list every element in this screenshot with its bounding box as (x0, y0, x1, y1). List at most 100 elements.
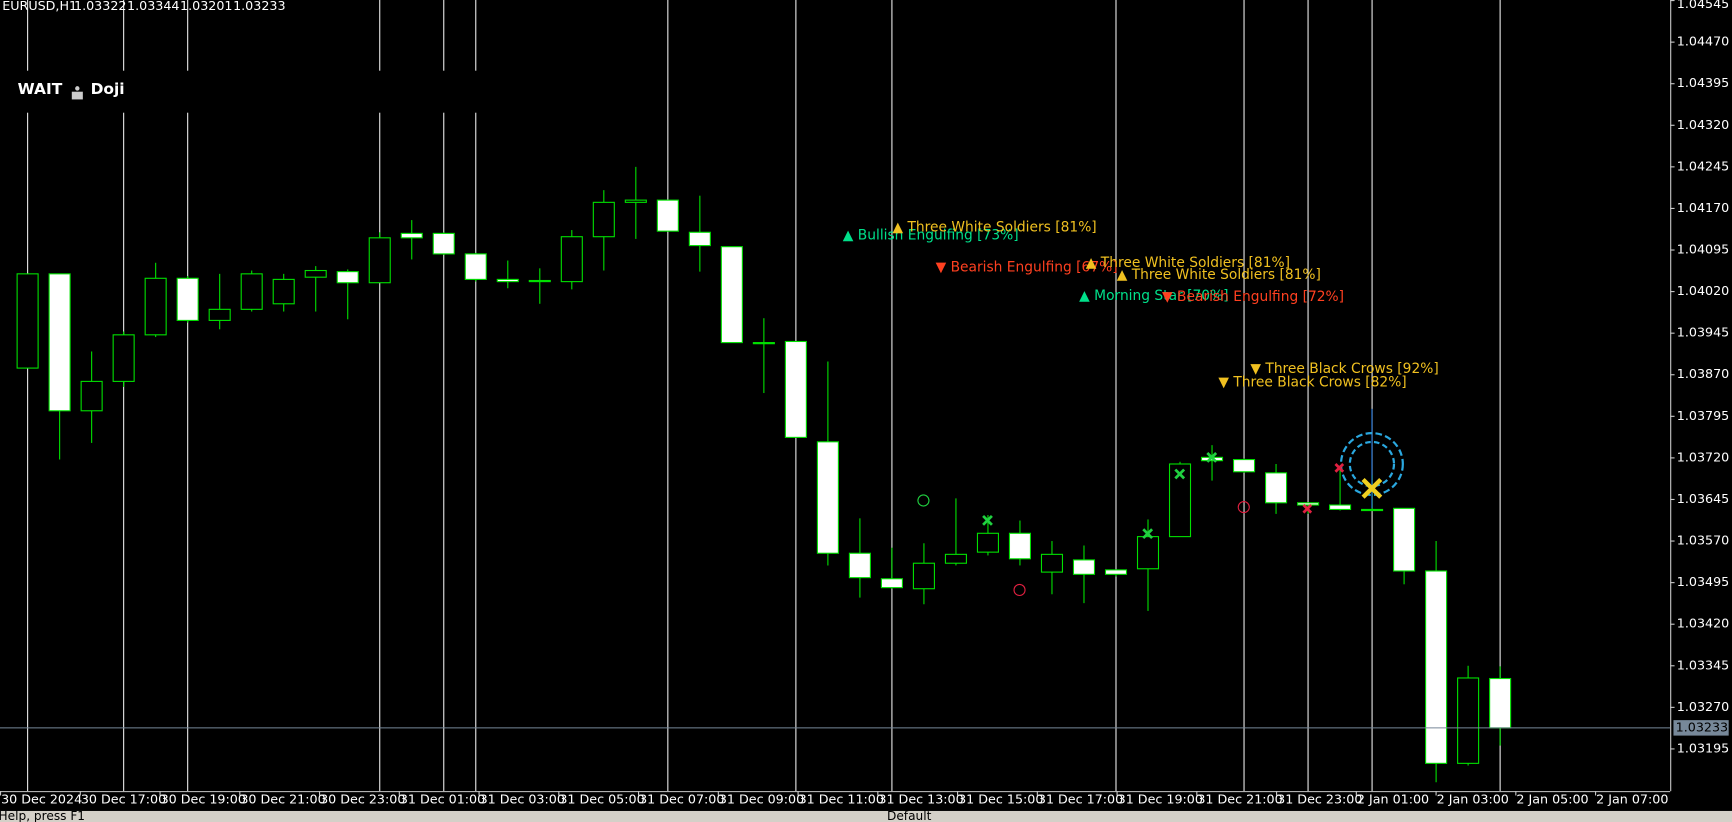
candle-body (656, 199, 679, 232)
candle-body (304, 269, 327, 278)
candle-body (784, 340, 807, 438)
candle-body (816, 441, 839, 554)
y-tick-label: 1.03420 (1677, 616, 1729, 631)
y-tick-label: 1.04470 (1677, 34, 1729, 49)
x-tick-label: 31 Dec 13:00 (878, 791, 963, 806)
pattern-label: ▼ Bearish Engulfing [72%] (1162, 289, 1344, 305)
signal-text: WAIT (18, 80, 63, 98)
candle-body (976, 532, 999, 553)
x-tick-label: 2 Jan 07:00 (1596, 791, 1668, 806)
pattern-text: Doji (91, 80, 125, 98)
candle-body (1425, 570, 1448, 764)
candle-body (848, 552, 871, 579)
x-tick-label: 2 Jan 01:00 (1357, 791, 1429, 806)
last-open: 1.03322 (74, 0, 126, 13)
candle-body (1040, 553, 1064, 573)
x-tick-label: 31 Dec 03:00 (480, 791, 565, 806)
y-tick-label: 1.03195 (1677, 740, 1729, 755)
signal-icons (917, 408, 1404, 597)
pattern-label: ▲ Morning Star [70%] (1079, 288, 1228, 304)
y-tick-label: 1.03720 (1677, 449, 1729, 464)
thumb-down (1013, 583, 1026, 597)
y-tick-label: 1.03495 (1677, 574, 1729, 589)
candle-body (240, 273, 263, 310)
candle-body (144, 277, 167, 336)
candle-body (1168, 463, 1192, 538)
candle-body (688, 231, 711, 247)
candle-body (752, 342, 775, 345)
candle-body (592, 201, 615, 238)
x-tick-label: 30 Dec 2024 (1, 791, 82, 806)
candle-body (944, 553, 967, 564)
sell-marks (1302, 463, 1345, 514)
candle-body (368, 237, 391, 284)
candle-body (1393, 507, 1416, 572)
candle-body (336, 271, 359, 284)
last-low: 1.03201 (180, 0, 232, 13)
x-tick-label: 2 Jan 05:00 (1516, 791, 1588, 806)
x-tick-label: 30 Dec 19:00 (161, 791, 246, 806)
pattern-label: ▲ Bullish Engulfing [73%] (843, 227, 1019, 243)
candle-body (560, 236, 583, 283)
candle-body (432, 232, 455, 255)
y-tick-label: 1.04245 (1677, 158, 1729, 173)
status-profile: Default (887, 809, 932, 822)
y-tick-label: 1.04545 (1677, 0, 1729, 11)
last-high: 1.03344 (127, 0, 179, 13)
candle-body (1072, 559, 1096, 575)
thumb-up (917, 494, 930, 507)
x-tick-label: 31 Dec 15:00 (958, 791, 1043, 806)
target-icon (1339, 408, 1404, 509)
candle-body (1136, 536, 1160, 570)
candle-body (1329, 504, 1352, 511)
y-tick-label: 1.03570 (1677, 533, 1729, 548)
price-tag-label: 1.03233 (1676, 719, 1728, 734)
y-tick-label: 1.03870 (1677, 366, 1729, 381)
y-tick-label: 1.03270 (1677, 699, 1729, 714)
pattern-label: ▼ Bearish Engulfing [67%] (936, 259, 1118, 275)
candle-body (912, 562, 935, 590)
candle-body (208, 308, 231, 321)
y-tick-label: 1.04395 (1677, 75, 1729, 90)
candle-body (1489, 677, 1512, 729)
candle-body (112, 334, 135, 382)
price-tag (1673, 720, 1729, 736)
status-bar (0, 810, 1732, 822)
pattern-label: ▲ Three White Soldiers [81%] (893, 220, 1097, 236)
candle-body (400, 232, 423, 239)
candle-body (1232, 459, 1256, 473)
y-tick-label: 1.04170 (1677, 200, 1729, 215)
candle-body (496, 278, 519, 283)
panel-box (7, 70, 478, 113)
candle-body (720, 246, 743, 344)
candle-body (1265, 472, 1288, 504)
x-tick-label: 31 Dec 21:00 (1197, 791, 1282, 806)
candle-body (528, 279, 551, 283)
x-tick-label: 31 Dec 17:00 (1038, 791, 1123, 806)
y-tick-label: 1.03345 (1677, 657, 1729, 672)
signal-panel: WAIT Doji (7, 70, 478, 113)
buy-marks (982, 452, 1218, 540)
x-tick-label: 31 Dec 11:00 (799, 791, 884, 806)
pattern-label: ▼ Three Black Crows [92%] (1250, 361, 1438, 377)
x-tick-label: 31 Dec 01:00 (400, 791, 485, 806)
candles (16, 166, 1512, 783)
pattern-label: ▼ Three Black Crows [82%] (1218, 374, 1406, 390)
x-tick-label: 31 Dec 23:00 (1277, 791, 1362, 806)
candle-body (1104, 569, 1128, 575)
candle-body (880, 578, 903, 589)
x-tick-label: 31 Dec 05:00 (559, 791, 644, 806)
candle-body (464, 253, 487, 280)
drawn-lines (27, 0, 1501, 792)
y-tick-label: 1.03645 (1677, 491, 1729, 506)
x-tick-label: 30 Dec 17:00 (81, 791, 166, 806)
y-tick-label: 1.03945 (1677, 325, 1729, 340)
candle-body (16, 273, 39, 369)
x-tick-label: 31 Dec 07:00 (639, 791, 724, 806)
last-close: 1.03233 (233, 0, 285, 13)
candle-body (1297, 502, 1320, 506)
candle-body (1008, 532, 1032, 560)
candle-body (48, 273, 71, 412)
